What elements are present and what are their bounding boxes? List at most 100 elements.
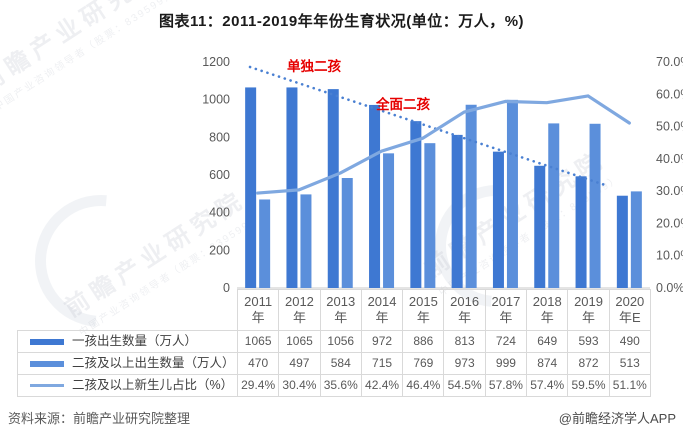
- x-axis-label-2011年: 2011 年: [236, 289, 280, 331]
- bar-second-child-2016年: [465, 104, 477, 288]
- value-cell-s1-2017年: 999: [484, 352, 528, 375]
- value-cell-s1-2019年: 872: [567, 352, 610, 375]
- annotation-全面二孩: 全面二孩: [375, 96, 430, 112]
- legend-label: 二孩及以上出生数量（万人）: [72, 355, 235, 370]
- value-cell-s2-2011年: 29.4%: [236, 374, 280, 397]
- value-cell-s2-2019年: 59.5%: [567, 374, 610, 397]
- chart-title: 图表11：2011-2019年年份生育状况(单位：万人，%): [158, 13, 525, 30]
- bar-first-child-2011年: [245, 87, 257, 288]
- bar-first-child-2018年: [534, 165, 546, 288]
- value-cell-s2-2016年: 54.5%: [443, 374, 486, 397]
- x-axis-label-2020年E: 2020 年E: [608, 289, 651, 331]
- value-cell-s2-2013年: 35.6%: [319, 374, 362, 397]
- bar-first-child-2013年: [327, 89, 339, 288]
- value-cell-s0-2017年: 724: [484, 330, 528, 353]
- x-axis-label-2014年: 2014 年: [360, 289, 404, 331]
- value-cell-s2-2020年E: 51.1%: [608, 374, 651, 397]
- value-cell-s0-2013年: 1056: [319, 330, 362, 353]
- value-cell-s0-2018年: 649: [526, 330, 569, 353]
- bar-second-child-2015年: [424, 143, 436, 288]
- right-axis-tick: 10.0%: [656, 249, 683, 263]
- x-axis-label-2018年: 2018 年: [526, 289, 569, 331]
- value-cell-s1-2018年: 874: [526, 352, 569, 375]
- right-axis-tick: 70.0%: [656, 55, 683, 69]
- value-cell-s0-2019年: 593: [567, 330, 610, 353]
- value-cell-s2-2012年: 30.4%: [278, 374, 321, 397]
- trendline-dotted: [248, 65, 610, 188]
- bar-first-child-2019年: [575, 176, 587, 288]
- bar-second-child-2020年E: [630, 191, 642, 288]
- legend-cell-series-1: 二孩及以上出生数量（万人）: [17, 352, 238, 375]
- chart-plot-area: 0 200 400 600 800 1000 1200 0.0% 10.0% 20.0% 30.0%…: [202, 55, 683, 295]
- bar-second-child-2017年: [506, 99, 518, 288]
- legend-label: 二孩及以上新生儿占比（%）: [72, 377, 234, 392]
- value-cell-s2-2015年: 46.4%: [402, 374, 445, 397]
- table-row-series-1: 二孩及以上出生数量（万人） 470 497 584 715 769 973 999 874 872…: [17, 352, 651, 375]
- right-axis-tick: 50.0%: [656, 120, 683, 134]
- bar-second-child-2012年: [300, 194, 312, 288]
- x-axis-label-2016年: 2016 年: [443, 289, 486, 331]
- x-axis-label-2019年: 2019 年: [567, 289, 610, 331]
- value-cell-s0-2011年: 1065: [236, 330, 280, 353]
- source-note: 资料来源：前瞻产业研究院整理: [8, 411, 191, 426]
- value-cell-s1-2015年: 769: [402, 352, 445, 375]
- value-cell-s0-2012年: 1065: [278, 330, 321, 353]
- bar-second-child-2014年: [383, 153, 395, 288]
- table-corner-cell: [18, 290, 238, 331]
- value-cell-s2-2018年: 57.4%: [526, 374, 569, 397]
- value-cell-s1-2014年: 715: [360, 352, 404, 375]
- legend-cell-series-0: 一孩出生数量（万人）: [17, 330, 238, 353]
- table-row-series-0: 一孩出生数量（万人） 1065 1065 1056 972 886 813 724 649 593…: [17, 330, 651, 353]
- value-cell-s2-2017年: 57.8%: [484, 374, 528, 397]
- bar-first-child-2012年: [286, 87, 298, 288]
- legend-bar-swatch: [30, 338, 64, 345]
- value-cell-s0-2020年E: 490: [608, 330, 651, 353]
- left-axis-tick: 200: [209, 243, 230, 257]
- right-axis-tick: 0.0%: [656, 281, 683, 295]
- bar-first-child-2016年: [451, 134, 463, 288]
- x-axis-label-2013年: 2013 年: [319, 289, 362, 331]
- bar-second-child-2018年: [548, 123, 560, 288]
- right-axis-tick: 30.0%: [656, 184, 683, 198]
- right-axis-tick: 60.0%: [656, 87, 683, 101]
- left-axis-tick: 1200: [202, 55, 230, 69]
- left-axis-tick: 800: [209, 130, 230, 144]
- bar-first-child-2020年E: [616, 195, 628, 288]
- left-axis-tick: 0: [223, 281, 230, 295]
- value-cell-s0-2016年: 813: [443, 330, 486, 353]
- legend-line-swatch: [30, 384, 64, 387]
- line-series-percent: [256, 94, 631, 195]
- right-axis-tick: 40.0%: [656, 152, 683, 166]
- value-cell-s1-2013年: 584: [319, 352, 362, 375]
- legend-bar-swatch: [30, 360, 64, 367]
- brand-credit: @前瞻经济学人APP: [558, 411, 676, 426]
- value-cell-s2-2014年: 42.4%: [360, 374, 404, 397]
- value-cell-s1-2012年: 497: [278, 352, 321, 375]
- x-axis-label-2015年: 2015 年: [402, 289, 445, 331]
- value-cell-s1-2016年: 973: [443, 352, 486, 375]
- left-axis-tick: 1000: [202, 93, 230, 107]
- value-cell-s1-2011年: 470: [236, 352, 280, 375]
- annotation-单独二孩: 单独二孩: [287, 58, 341, 74]
- right-axis-tick: 20.0%: [656, 216, 683, 230]
- value-cell-s0-2014年: 972: [360, 330, 404, 353]
- left-axis-tick: 400: [209, 206, 230, 220]
- bar-first-child-2017年: [492, 151, 504, 288]
- bar-second-child-2011年: [259, 199, 271, 288]
- table-row-series-2: 二孩及以上新生儿占比（%） 29.4% 30.4% 35.6% 42.4% 46.4% 54…: [17, 374, 651, 397]
- x-axis-label-2012年: 2012 年: [278, 289, 321, 331]
- x-axis-label-2017年: 2017 年: [484, 289, 528, 331]
- bar-first-child-2015年: [410, 121, 422, 289]
- left-axis-tick: 600: [209, 168, 230, 182]
- value-cell-s0-2015年: 886: [402, 330, 445, 353]
- bar-second-child-2013年: [341, 178, 353, 288]
- bar-first-child-2014年: [369, 104, 381, 288]
- value-cell-s1-2020年E: 513: [608, 352, 651, 375]
- legend-label: 一孩出生数量（万人）: [72, 333, 198, 348]
- legend-cell-series-2: 二孩及以上新生儿占比（%）: [17, 374, 238, 397]
- data-table: 2011 年 2012 年 2013 年 2014 年 2015 年 2016 年 2017 年 2018 年…: [17, 289, 651, 397]
- footer: 资料来源：前瞻产业研究院整理 @前瞻经济学人APP: [0, 408, 683, 428]
- bar-second-child-2019年: [589, 123, 601, 288]
- x-axis-label-row: 2011 年 2012 年 2013 年 2014 年 2015 年 2016 年 2017 年 2018 年…: [18, 289, 651, 331]
